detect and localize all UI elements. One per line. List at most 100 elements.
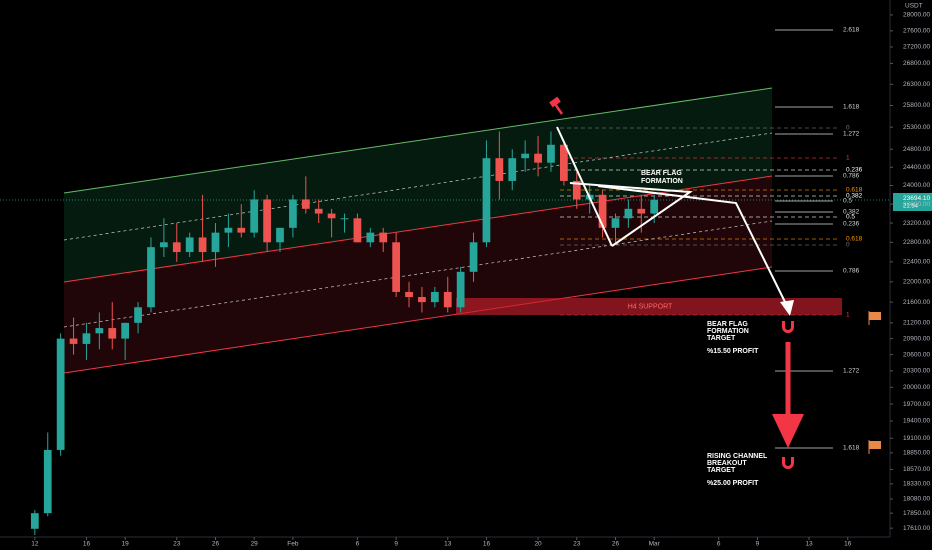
candle-body: [366, 232, 375, 243]
candle-body: [121, 322, 130, 339]
y-tick-label: 26300.00: [903, 81, 930, 88]
fib-label: 1: [846, 312, 850, 319]
magnet-icon: [782, 321, 794, 333]
y-tick-label: 21200.00: [903, 320, 930, 327]
flag-icon: [868, 311, 881, 325]
note-text: TARGET: [707, 335, 736, 342]
y-tick-label: 22800.00: [903, 239, 930, 246]
projection: [597, 185, 789, 309]
channel-dash: [63, 132, 773, 241]
candle-body: [314, 208, 323, 214]
x-tick-label: 6: [356, 541, 360, 548]
candle-body: [560, 144, 568, 181]
fib-label: 0.5: [846, 214, 855, 221]
candle-body: [43, 449, 52, 514]
x-tick-label: 6: [717, 541, 721, 548]
y-tick-label: 17850.00: [903, 510, 930, 517]
candle-body: [624, 208, 633, 219]
candle-body: [211, 232, 220, 253]
y-tick-label: 18850.00: [903, 450, 930, 457]
fib-label: 0.382: [843, 209, 860, 216]
x-tick-label: Mar: [649, 541, 661, 548]
fib-label: 1.272: [843, 131, 860, 138]
fib-label: 1.618: [843, 445, 860, 452]
x-tick-label: 26: [212, 541, 220, 548]
y-tick-label: 21600.00: [903, 299, 930, 306]
last-price-box: [893, 193, 932, 211]
candle-body: [456, 271, 465, 308]
candle-body: [198, 237, 207, 253]
x-tick-label: 16: [844, 541, 852, 548]
y-tick-label: 27600.00: [903, 28, 930, 35]
note-text: BEAR FLAG: [707, 321, 748, 328]
fib-label: 0.236: [846, 167, 863, 174]
y-tick-label: 23200.00: [903, 220, 930, 227]
fib-group: 2.6181.6181.2720.7860.50.3820.2360.7861.…: [560, 27, 863, 452]
fib-label: 0.786: [843, 268, 860, 275]
candle-body: [82, 333, 91, 344]
note-text: %15.50 PROFIT: [707, 348, 759, 355]
channel-bottom: [63, 266, 773, 374]
last-price-label: 23694.10: [903, 195, 930, 202]
candle-body: [185, 237, 194, 253]
y-tick-label: 25800.00: [903, 102, 930, 109]
candle-body: [289, 199, 297, 228]
fib-label: 1.618: [843, 104, 860, 111]
candle-body: [263, 199, 271, 243]
y-tick-label: 26800.00: [903, 60, 930, 67]
candles: [30, 131, 659, 536]
x-tick-label: 13: [444, 541, 452, 548]
candle-body: [69, 338, 78, 344]
candle-body: [237, 227, 246, 233]
x-tick-label: 19: [122, 541, 130, 548]
currency-label: USDT: [905, 3, 923, 10]
fib-label: 1: [846, 155, 850, 162]
candle-body: [521, 153, 530, 159]
y-tick-label: 20300.00: [903, 368, 930, 375]
candle-body: [276, 227, 284, 243]
support-label: H4 SUPPORT: [628, 303, 673, 310]
note-text: BEAR FLAG: [641, 170, 682, 177]
y-tick-label: 17610.00: [903, 525, 930, 532]
candle-body: [443, 291, 452, 308]
candle-body: [392, 242, 400, 292]
candle-body: [224, 227, 233, 233]
candle-body: [379, 232, 388, 243]
candle-body: [340, 218, 349, 220]
hammer-icon: [549, 96, 564, 115]
candle-body: [327, 213, 336, 219]
note-text: RISING CHANNEL: [707, 453, 768, 460]
channel-top: [63, 87, 773, 194]
fib-label: 0.786: [843, 173, 860, 180]
x-tick-label: 23: [573, 541, 581, 548]
fib-label: 0.618: [846, 236, 863, 243]
candle-body: [534, 153, 542, 163]
y-tick-label: 24000.00: [903, 182, 930, 189]
x-tick-label: 20: [534, 541, 542, 548]
candle-body: [637, 208, 646, 214]
candle-body: [430, 291, 439, 303]
flag-icon: [868, 440, 881, 454]
note-text: %25.00 PROFIT: [707, 480, 759, 487]
candle-body: [650, 199, 659, 214]
candle-body: [160, 242, 168, 248]
y-tick-label: 19700.00: [903, 401, 930, 408]
y-tick-label: 24400.00: [903, 164, 930, 171]
candle-body: [353, 218, 362, 243]
note-text: FORMATION: [641, 178, 683, 185]
y-tick-label: 18330.00: [903, 481, 930, 488]
y-tick-label: 25300.00: [903, 124, 930, 131]
x-tick-label: 12: [31, 541, 39, 548]
fib-label: 0: [846, 242, 850, 249]
flag: [569, 182, 693, 247]
candle-body: [250, 199, 259, 233]
y-tick-label: 22400.00: [903, 259, 930, 266]
fib-label: 2.618: [843, 27, 860, 34]
x-tick-label: 9: [756, 541, 760, 548]
y-tick-label: 28000.00: [903, 12, 930, 19]
fib-label: 0.236: [843, 221, 860, 228]
y-tick-label: 19100.00: [903, 435, 930, 442]
note-text: FORMATION: [707, 328, 749, 335]
